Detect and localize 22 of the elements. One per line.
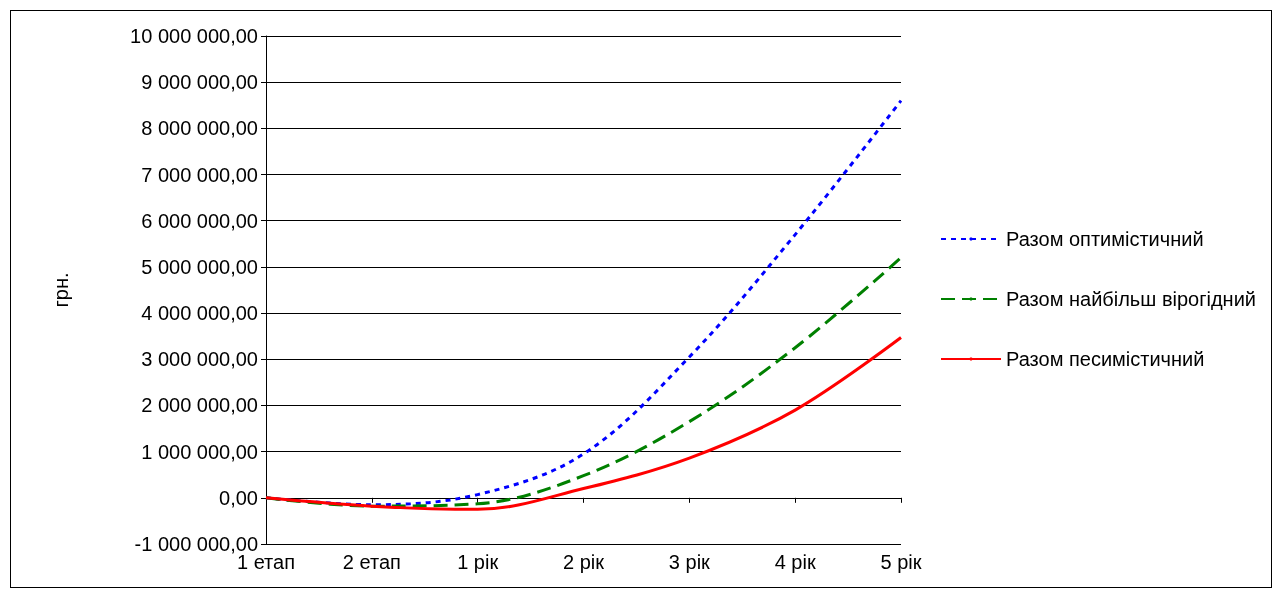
y-tick-label: 4 000 000,00	[141, 302, 258, 325]
y-tick-label: 7 000 000,00	[141, 163, 258, 186]
y-tick-label: 9 000 000,00	[141, 71, 258, 94]
y-axis-title: грн.	[50, 272, 72, 308]
y-tick-label: 10 000 000,00	[130, 25, 258, 47]
legend-label: Разом найбільш вірогідний	[1006, 288, 1257, 310]
y-tick-label: 3 000 000,00	[141, 348, 258, 371]
y-tick-label: 1 000 000,00	[141, 440, 258, 463]
y-tick-label: 2 000 000,00	[141, 394, 258, 417]
legend-label: Разом песимістичний	[1006, 348, 1205, 370]
x-tick-label: 5 рік	[880, 551, 922, 573]
y-tick-label: 6 000 000,00	[141, 209, 258, 232]
legend-label: Разом оптимістичний	[1006, 228, 1204, 250]
y-tick-label: 0,00	[219, 486, 258, 509]
x-tick-label: 3 рік	[668, 551, 711, 573]
line-series	[264, 336, 903, 511]
x-tick-label: 2 рік	[563, 551, 605, 573]
y-tick-label: 8 000 000,00	[141, 117, 258, 140]
x-tick-label: 1 рік	[457, 551, 499, 573]
y-tick-label: 5 000 000,00	[141, 255, 258, 278]
x-tick-label: 4 рік	[774, 551, 816, 573]
x-tick-label: 2 етап	[342, 551, 401, 573]
